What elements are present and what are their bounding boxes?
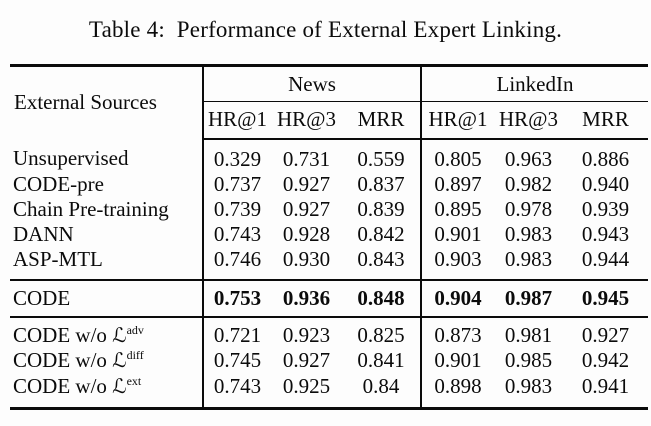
row-label: CODE	[10, 278, 203, 318]
value-cell: 0.943	[581, 221, 630, 246]
value-cell: 0.737	[202, 171, 271, 197]
value-cell: 0.805	[420, 138, 494, 172]
row-label: CODE w/o ℒext	[10, 374, 203, 409]
row-label: Chain Pre-training	[13, 196, 169, 221]
metric-header: HR@1	[420, 101, 494, 140]
group-header-linkedin: LinkedIn	[419, 65, 649, 102]
value-cell: 0.329	[202, 138, 271, 172]
row-label-text: CODE w/o	[13, 322, 107, 347]
table-row-chain-pretraining: Chain Pre-training 0.739 0.927 0.839 0.8…	[10, 196, 648, 222]
corner-header: External Sources	[14, 90, 157, 115]
value-cell: 0.739	[202, 196, 271, 222]
value-cell: 0.873	[420, 316, 494, 348]
row-label-text: CODE w/o	[13, 373, 107, 398]
value-cell: 0.731	[282, 146, 331, 171]
row-label-text: CODE w/o	[13, 348, 107, 372]
mathcal-L-symbol: ℒ	[112, 322, 127, 347]
group-header-row: External Sources News LinkedIn	[10, 65, 649, 114]
value-cell: 0.84	[362, 373, 400, 398]
value-cell: 0.925	[282, 373, 331, 398]
table-header: External Sources News LinkedIn HR@1 HR@3…	[10, 65, 649, 140]
value-cell: 0.901	[420, 347, 494, 374]
value-cell: 0.745	[202, 347, 271, 374]
value-cell: 0.945	[563, 278, 649, 318]
metric-header: MRR	[563, 101, 649, 140]
value-cell: 0.898	[420, 373, 494, 408]
mathcal-L-symbol: ℒ	[112, 348, 127, 372]
value-cell: 0.721	[202, 316, 271, 348]
table-row-asp-mtl: ASP-MTL 0.746 0.930 0.843 0.903 0.983 0.…	[10, 246, 648, 280]
value-cell: 0.927	[282, 171, 331, 196]
value-cell: 0.886	[581, 146, 630, 171]
row-label: CODE w/o ℒdiff	[10, 348, 203, 374]
value-cell: 0.839	[357, 196, 405, 221]
metric-header: MRR	[342, 101, 421, 140]
value-cell: 0.923	[282, 322, 331, 347]
superscript-ext: ext	[126, 373, 142, 388]
results-table: External Sources News LinkedIn HR@1 HR@3…	[10, 64, 649, 410]
value-cell: 0.895	[420, 196, 494, 222]
metric-header-row: HR@1 HR@3 MRR HR@1 HR@3 MRR	[10, 101, 649, 140]
value-cell: 0.983	[504, 221, 553, 246]
value-cell: 0.843	[357, 246, 405, 271]
metric-header: HR@3	[494, 101, 563, 140]
value-cell: 0.981	[504, 322, 553, 347]
value-cell: 0.928	[282, 221, 331, 246]
group-header-news: News	[202, 65, 421, 102]
row-label: DANN	[13, 221, 74, 246]
value-cell: 0.901	[420, 221, 494, 247]
value-cell: 0.963	[504, 146, 553, 171]
table-row-code-wo-adv: CODE w/o ℒadv 0.721 0.923 0.825 0.873 0.…	[10, 316, 648, 348]
ablations-section: CODE w/o ℒadv 0.721 0.923 0.825 0.873 0.…	[10, 316, 648, 409]
value-cell: 0.936	[271, 278, 342, 318]
main-method-section: CODE 0.753 0.936 0.848 0.904 0.987 0.945	[10, 278, 649, 318]
value-cell: 0.940	[581, 171, 630, 196]
value-cell: 0.982	[504, 171, 553, 196]
value-cell: 0.841	[357, 348, 405, 372]
value-cell: 0.904	[420, 278, 494, 318]
value-cell: 0.983	[504, 246, 553, 271]
value-cell: 0.939	[581, 196, 630, 221]
value-cell: 0.987	[494, 278, 563, 318]
table-row-dann: DANN 0.743 0.928 0.842 0.901 0.983 0.943	[10, 221, 648, 247]
value-cell: 0.897	[420, 171, 494, 197]
mathcal-L-symbol: ℒ	[112, 373, 127, 398]
table-row-code: CODE 0.753 0.936 0.848 0.904 0.987 0.945	[10, 278, 649, 318]
table-row-code-pre: CODE-pre 0.737 0.927 0.837 0.897 0.982 0…	[10, 171, 648, 197]
value-cell: 0.978	[504, 196, 553, 221]
value-cell: 0.753	[202, 278, 271, 318]
value-cell: 0.942	[581, 348, 630, 372]
value-cell: 0.927	[282, 196, 331, 221]
value-cell: 0.927	[581, 322, 630, 347]
metric-header: HR@3	[271, 101, 342, 140]
row-label: ASP-MTL	[13, 246, 103, 271]
table-row-code-wo-diff: CODE w/o ℒdiff 0.745 0.927 0.841 0.901 0…	[10, 347, 648, 374]
metric-header: HR@1	[202, 101, 271, 140]
value-cell: 0.837	[357, 171, 405, 196]
row-label: CODE-pre	[13, 171, 104, 196]
value-cell: 0.746	[202, 246, 271, 280]
superscript-diff: diff	[126, 348, 144, 362]
value-cell: 0.743	[202, 221, 271, 247]
value-cell: 0.903	[420, 246, 494, 280]
value-cell: 0.842	[357, 221, 405, 246]
row-label: Unsupervised	[13, 146, 129, 170]
row-label: CODE w/o ℒadv	[10, 317, 203, 348]
table-row-code-wo-ext: CODE w/o ℒext 0.743 0.925 0.84 0.898 0.9…	[10, 373, 648, 409]
value-cell: 0.559	[357, 146, 405, 171]
value-cell: 0.927	[282, 348, 331, 372]
value-cell: 0.930	[282, 246, 331, 271]
value-cell: 0.743	[202, 373, 271, 408]
value-cell: 0.983	[504, 373, 553, 398]
superscript-adv: adv	[126, 322, 144, 337]
table-row-unsupervised: Unsupervised 0.329 0.731 0.559 0.805 0.9…	[10, 138, 648, 172]
value-cell: 0.944	[581, 246, 630, 271]
value-cell: 0.985	[504, 348, 553, 372]
value-cell: 0.941	[581, 373, 630, 398]
value-cell: 0.825	[357, 322, 405, 347]
value-cell: 0.848	[342, 278, 421, 318]
baselines-section: Unsupervised 0.329 0.731 0.559 0.805 0.9…	[10, 138, 648, 280]
table-caption: Table 4: Performance of External Expert …	[88, 17, 563, 42]
